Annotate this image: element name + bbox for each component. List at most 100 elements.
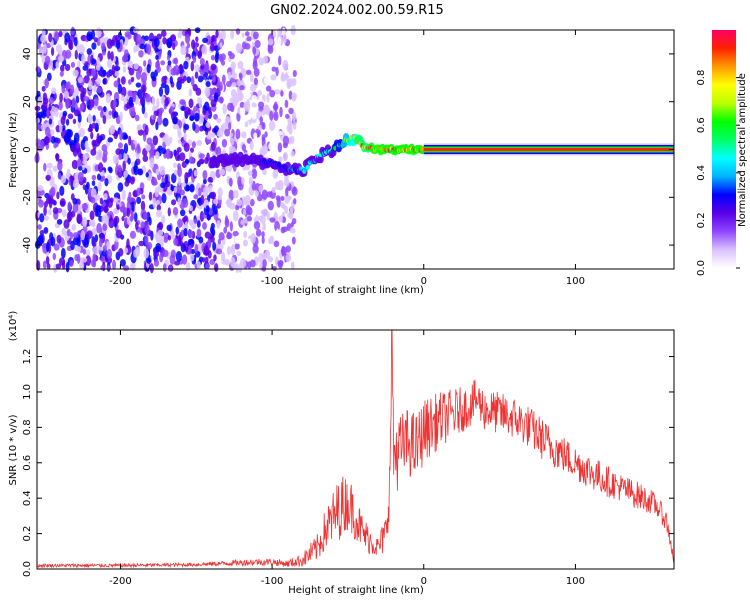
noise-speckle	[43, 136, 50, 144]
noise-speckle	[166, 55, 171, 61]
noise-speckle	[152, 135, 159, 146]
noise-speckle	[172, 123, 179, 130]
noise-speckle	[102, 78, 107, 85]
noise-speckle	[203, 186, 209, 197]
noise-speckle	[283, 178, 290, 187]
noise-speckle	[94, 234, 99, 243]
noise-speckle	[56, 234, 62, 244]
noise-speckle	[204, 256, 209, 264]
noise-speckle	[145, 172, 149, 178]
noise-speckle	[90, 148, 97, 156]
noise-speckle	[106, 248, 113, 259]
noise-speckle	[187, 248, 192, 254]
noise-speckle	[261, 189, 268, 200]
noise-speckle	[155, 242, 162, 252]
noise-speckle	[232, 190, 239, 199]
noise-speckle	[148, 216, 152, 226]
noise-speckle	[192, 121, 196, 132]
noise-speckle	[130, 110, 137, 117]
noise-speckle	[115, 229, 122, 239]
noise-speckle	[135, 69, 142, 80]
noise-speckle	[210, 141, 216, 151]
noise-speckle	[85, 181, 90, 190]
noise-speckle	[161, 214, 166, 224]
noise-speckle	[221, 258, 227, 265]
noise-speckle	[158, 86, 164, 97]
noise-speckle	[61, 84, 66, 94]
noise-speckle	[174, 260, 181, 266]
noise-speckle	[208, 184, 213, 194]
signal-core	[305, 164, 310, 170]
noise-speckle	[264, 131, 268, 138]
noise-speckle	[232, 210, 239, 222]
noise-speckle	[141, 194, 146, 200]
noise-speckle	[48, 96, 54, 105]
noise-speckle	[215, 248, 223, 255]
noise-speckle	[96, 222, 102, 234]
noise-speckle	[282, 33, 287, 44]
noise-speckle	[96, 173, 102, 181]
noise-speckle	[137, 129, 144, 136]
noise-speckle	[260, 149, 265, 155]
noise-speckle	[59, 92, 63, 103]
noise-speckle	[173, 186, 178, 193]
noise-speckle	[175, 184, 183, 194]
noise-speckle	[127, 90, 133, 97]
noise-speckle	[42, 101, 48, 111]
noise-speckle	[59, 64, 65, 72]
noise-speckle	[278, 55, 282, 66]
noise-speckle	[160, 82, 167, 89]
noise-speckle	[226, 245, 232, 256]
spectrogram-x-tick-label: 100	[566, 276, 585, 287]
noise-speckle	[287, 68, 292, 77]
noise-speckle	[190, 75, 195, 87]
noise-speckle	[290, 261, 295, 270]
noise-speckle	[202, 257, 206, 263]
noise-speckle	[290, 150, 295, 157]
noise-speckle	[175, 226, 179, 235]
noise-speckle	[80, 103, 84, 112]
snr-y-tick-label: 0.2	[22, 526, 33, 542]
noise-speckle	[242, 208, 247, 216]
noise-speckle	[230, 244, 236, 256]
noise-speckle	[273, 240, 280, 248]
noise-speckle	[155, 209, 163, 218]
noise-speckle	[243, 101, 249, 110]
noise-speckle	[86, 230, 93, 239]
noise-speckle	[58, 257, 66, 266]
noise-speckle	[207, 238, 212, 249]
noise-speckle	[113, 215, 120, 225]
noise-speckle	[104, 177, 109, 187]
noise-speckle	[89, 210, 95, 221]
noise-speckle	[225, 59, 229, 65]
noise-speckle	[90, 131, 94, 140]
noise-speckle	[139, 95, 144, 106]
signal-core	[420, 146, 425, 152]
noise-speckle	[212, 241, 217, 251]
noise-speckle	[183, 123, 190, 131]
noise-speckle	[154, 186, 160, 198]
noise-speckle	[240, 219, 245, 225]
noise-speckle	[182, 216, 188, 223]
noise-speckle	[46, 72, 52, 82]
noise-speckle	[81, 54, 86, 64]
noise-speckle	[246, 206, 253, 216]
noise-speckle	[183, 132, 187, 141]
noise-speckle	[214, 263, 219, 272]
noise-speckle	[229, 137, 235, 146]
noise-speckle	[57, 55, 65, 63]
noise-speckle	[204, 62, 210, 73]
noise-speckle	[190, 61, 195, 72]
noise-speckle	[213, 254, 217, 262]
noise-speckle	[107, 50, 111, 61]
noise-speckle	[201, 45, 208, 55]
noise-speckle	[219, 96, 224, 104]
noise-speckle	[87, 115, 93, 124]
noise-speckle	[263, 55, 269, 64]
noise-speckle	[268, 142, 275, 151]
snr-y-tick-label: 0.8	[22, 419, 33, 435]
noise-speckle	[239, 73, 243, 81]
noise-speckle	[77, 246, 82, 253]
noise-speckle	[92, 140, 97, 151]
noise-speckle	[224, 215, 229, 225]
